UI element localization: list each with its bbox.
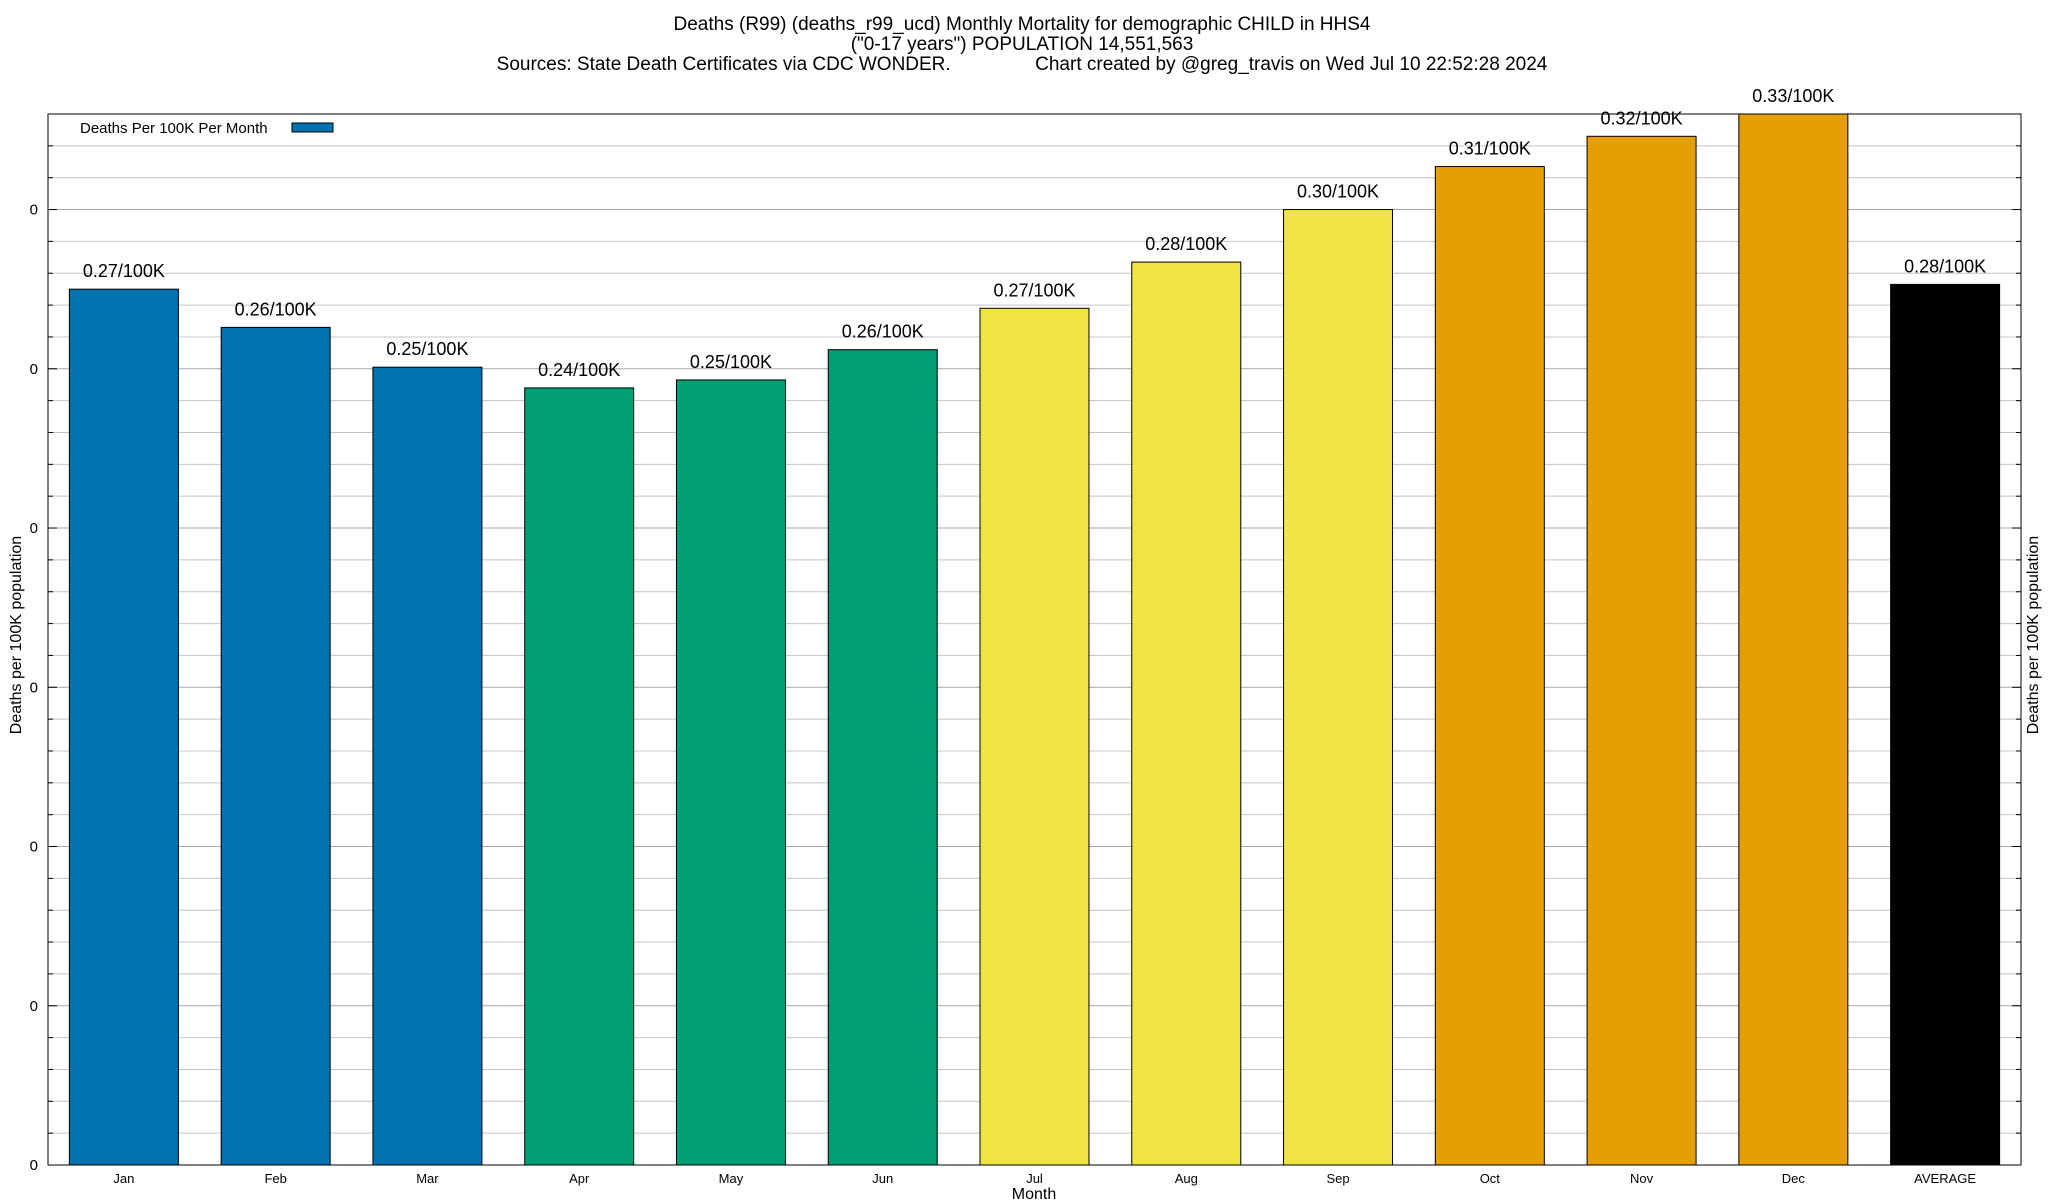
x-tick-label: Aug	[1175, 1171, 1198, 1186]
x-tick-label: Mar	[416, 1171, 439, 1186]
bar	[220, 326, 331, 1166]
y-axis-ticks: 0 0 0 0 0 0 0	[30, 113, 2021, 1174]
bar	[372, 366, 483, 1166]
legend: Deaths Per 100K Per Month	[80, 120, 334, 137]
data-label: 0.28/100K	[1145, 234, 1227, 254]
y-tick-label: 0	[30, 520, 38, 537]
bar	[1586, 135, 1697, 1166]
bar	[1283, 209, 1394, 1166]
data-label: 0.27/100K	[993, 280, 1075, 300]
data-label: 0.24/100K	[538, 360, 620, 380]
bar	[68, 288, 179, 1166]
bar	[675, 379, 786, 1166]
bar	[1131, 261, 1242, 1166]
x-tick-label: Apr	[569, 1171, 590, 1186]
data-label: 0.32/100K	[1601, 108, 1683, 128]
chart-title: Deaths (R99) (deaths_r99_ucd) Monthly Mo…	[497, 14, 1548, 75]
legend-label: Deaths Per 100K Per Month	[80, 120, 268, 137]
bar	[1434, 166, 1545, 1166]
y-tick-label: 0	[30, 361, 38, 378]
bar	[979, 307, 1090, 1166]
data-label: 0.31/100K	[1449, 139, 1531, 159]
y-tick-label: 0	[30, 998, 38, 1015]
x-tick-label: Oct	[1480, 1171, 1501, 1186]
data-labels: 0.27/100K 0.26/100K 0.25/100K 0.24/100K 0.25…	[83, 86, 1986, 380]
x-tick-label: Nov	[1630, 1171, 1654, 1186]
bars	[68, 113, 2001, 1166]
data-label: 0.30/100K	[1297, 182, 1379, 202]
y-axis-title: Deaths per 100K population	[8, 536, 25, 734]
plot-border	[47, 113, 2022, 1166]
axes	[47, 113, 2022, 1166]
title-line-3: Sources: State Death Certificates via CD…	[497, 54, 1548, 75]
x-tick-label: Jul	[1026, 1171, 1043, 1186]
data-label: 0.27/100K	[83, 261, 165, 281]
data-label: 0.33/100K	[1752, 86, 1834, 106]
legend-swatch	[291, 122, 334, 133]
y-tick-label: 0	[30, 1157, 38, 1174]
x-tick-label: Jun	[872, 1171, 893, 1186]
data-label: 0.28/100K	[1904, 256, 1986, 276]
bar	[1738, 113, 1849, 1166]
x-axis-title: Month	[1012, 1186, 1056, 1200]
bar	[1890, 283, 2001, 1166]
title-line-2: ("0-17 years") POPULATION 14,551,563	[851, 34, 1194, 55]
x-tick-label: Sep	[1326, 1171, 1349, 1186]
y-tick-label: 0	[30, 202, 38, 219]
y-tick-label: 0	[30, 839, 38, 856]
bar	[524, 387, 635, 1166]
data-label: 0.25/100K	[386, 339, 468, 359]
data-label: 0.26/100K	[842, 322, 924, 342]
x-tick-label: AVERAGE	[1914, 1171, 1976, 1186]
x-tick-label: Feb	[264, 1171, 286, 1186]
x-tick-label: Dec	[1782, 1171, 1806, 1186]
x-tick-label: Jan	[113, 1171, 134, 1186]
data-label: 0.26/100K	[235, 299, 317, 319]
y-tick-label: 0	[30, 679, 38, 696]
y2-axis-title: Deaths per 100K population	[2025, 536, 2042, 734]
data-label: 0.25/100K	[690, 352, 772, 372]
bar	[827, 349, 938, 1166]
x-tick-label: May	[719, 1171, 744, 1186]
title-line-1: Deaths (R99) (deaths_r99_ucd) Monthly Mo…	[674, 14, 1371, 35]
x-axis-ticks: Jan Feb Mar Apr May Jun Jul Aug Sep Oct Nov Dec AVER…	[113, 1171, 1976, 1186]
